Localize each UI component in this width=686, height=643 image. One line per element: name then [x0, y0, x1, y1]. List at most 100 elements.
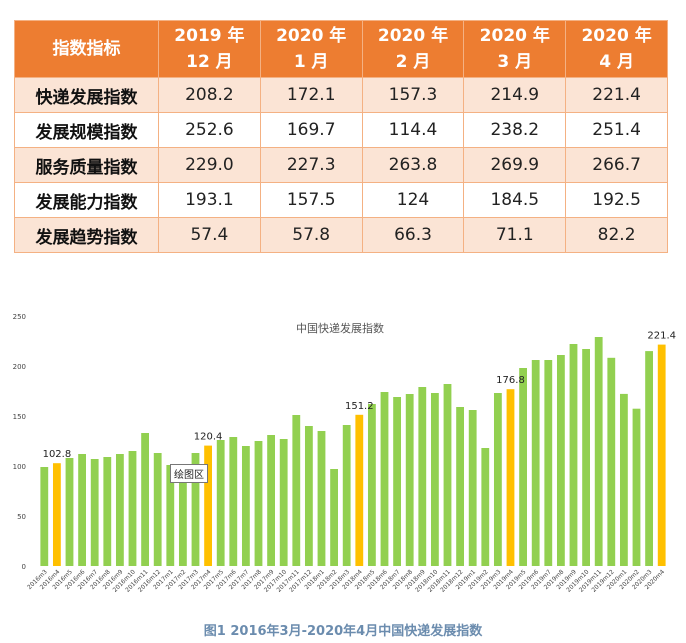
bar [355, 414, 364, 566]
bar [632, 408, 641, 566]
bar [292, 415, 301, 566]
y-tick-label: 100 [13, 463, 26, 471]
row-label: 发展能力指数 [14, 182, 159, 218]
table-row: 快递发展指数 208.2 172.1 157.3 214.9 221.4 [14, 77, 668, 113]
bar [65, 458, 74, 566]
bar [128, 451, 137, 566]
data-labels: 102.8 120.4 151.2 176.8 221.4 [43, 331, 676, 461]
bar [317, 431, 326, 566]
table-cell: 221.4 [565, 77, 668, 113]
chart-title: 中国快递发展指数 [296, 321, 384, 335]
table-cell: 269.9 [463, 147, 567, 183]
table-cell: 157.3 [361, 77, 465, 113]
table-cell: 124 [361, 182, 465, 218]
data-label: 221.4 [647, 331, 676, 342]
table-cell: 157.5 [259, 182, 363, 218]
bar [241, 446, 250, 566]
bar [531, 360, 540, 566]
bar [90, 459, 99, 566]
bar [267, 435, 275, 566]
y-tick-label: 250 [13, 313, 26, 321]
bar [330, 469, 338, 566]
bar [153, 453, 162, 566]
table-cell: 238.2 [463, 112, 567, 148]
bar [115, 454, 124, 566]
table-cell: 266.7 [565, 147, 668, 183]
table-cell: 251.4 [565, 112, 668, 148]
bar [405, 394, 414, 566]
data-label: 102.8 [43, 449, 72, 460]
bar [166, 465, 175, 566]
data-label: 151.2 [345, 401, 374, 412]
bars [40, 337, 666, 566]
bar [78, 454, 86, 566]
bar [493, 393, 502, 566]
header-col: 2019 年 12 月 [158, 20, 261, 78]
table-cell: 193.1 [158, 182, 261, 218]
bar [594, 337, 603, 566]
y-tick-label: 150 [13, 413, 26, 421]
bar [519, 368, 527, 566]
table-cell: 82.2 [565, 217, 668, 253]
bar [506, 389, 515, 566]
y-tick-label: 200 [13, 363, 26, 371]
bar [619, 393, 628, 566]
table-cell: 184.5 [463, 182, 567, 218]
table-cell: 214.9 [463, 77, 567, 113]
bar [304, 426, 313, 566]
table-cell: 57.8 [259, 217, 363, 253]
bar [342, 425, 351, 566]
bar [52, 463, 61, 566]
express-index-bar-chart: 中国快递发展指数 0 50 100 150 200 250 102.8 120.4 151.2… [13, 313, 676, 594]
bar [204, 445, 212, 566]
table-row: 发展规模指数 252.6 169.7 114.4 238.2 251.4 [14, 112, 668, 148]
row-label: 快递发展指数 [14, 77, 159, 113]
data-label: 120.4 [194, 432, 223, 443]
bar [380, 392, 389, 566]
bar [430, 393, 439, 566]
table-cell: 208.2 [158, 77, 261, 113]
table-cell: 192.5 [565, 182, 668, 218]
table-row: 发展能力指数 193.1 157.5 124 184.5 192.5 [14, 182, 668, 218]
table-row: 服务质量指数 229.0 227.3 263.8 269.9 266.7 [14, 147, 668, 183]
bar [141, 433, 149, 566]
bar [468, 410, 477, 566]
bar [191, 453, 200, 566]
table-cell: 114.4 [361, 112, 465, 148]
bar [556, 355, 565, 566]
bar [40, 467, 49, 566]
bar [544, 360, 553, 566]
bar [657, 344, 666, 566]
table-cell: 66.3 [361, 217, 465, 253]
bar [569, 344, 578, 566]
bar [103, 457, 112, 566]
bar [229, 437, 238, 566]
bar [456, 407, 464, 566]
bar [367, 404, 376, 566]
row-label: 发展规模指数 [14, 112, 159, 148]
bar [279, 439, 288, 566]
bar [254, 441, 263, 566]
y-tick-label: 50 [17, 513, 26, 521]
bar [443, 384, 452, 566]
bar [418, 387, 427, 566]
y-tick-label: 0 [22, 563, 26, 571]
data-label: 176.8 [496, 375, 525, 386]
table-cell: 169.7 [259, 112, 363, 148]
table-cell: 229.0 [158, 147, 261, 183]
y-axis: 0 50 100 150 200 250 [13, 313, 26, 571]
bar [178, 469, 187, 566]
table-cell: 252.6 [158, 112, 261, 148]
x-axis: 2016m32016m42016m52016m62016m72016m82016… [26, 568, 666, 593]
bar [216, 440, 225, 566]
table-cell: 227.3 [259, 147, 363, 183]
bar [607, 357, 616, 566]
table-cell: 172.1 [259, 77, 363, 113]
table-cell: 71.1 [463, 217, 567, 253]
